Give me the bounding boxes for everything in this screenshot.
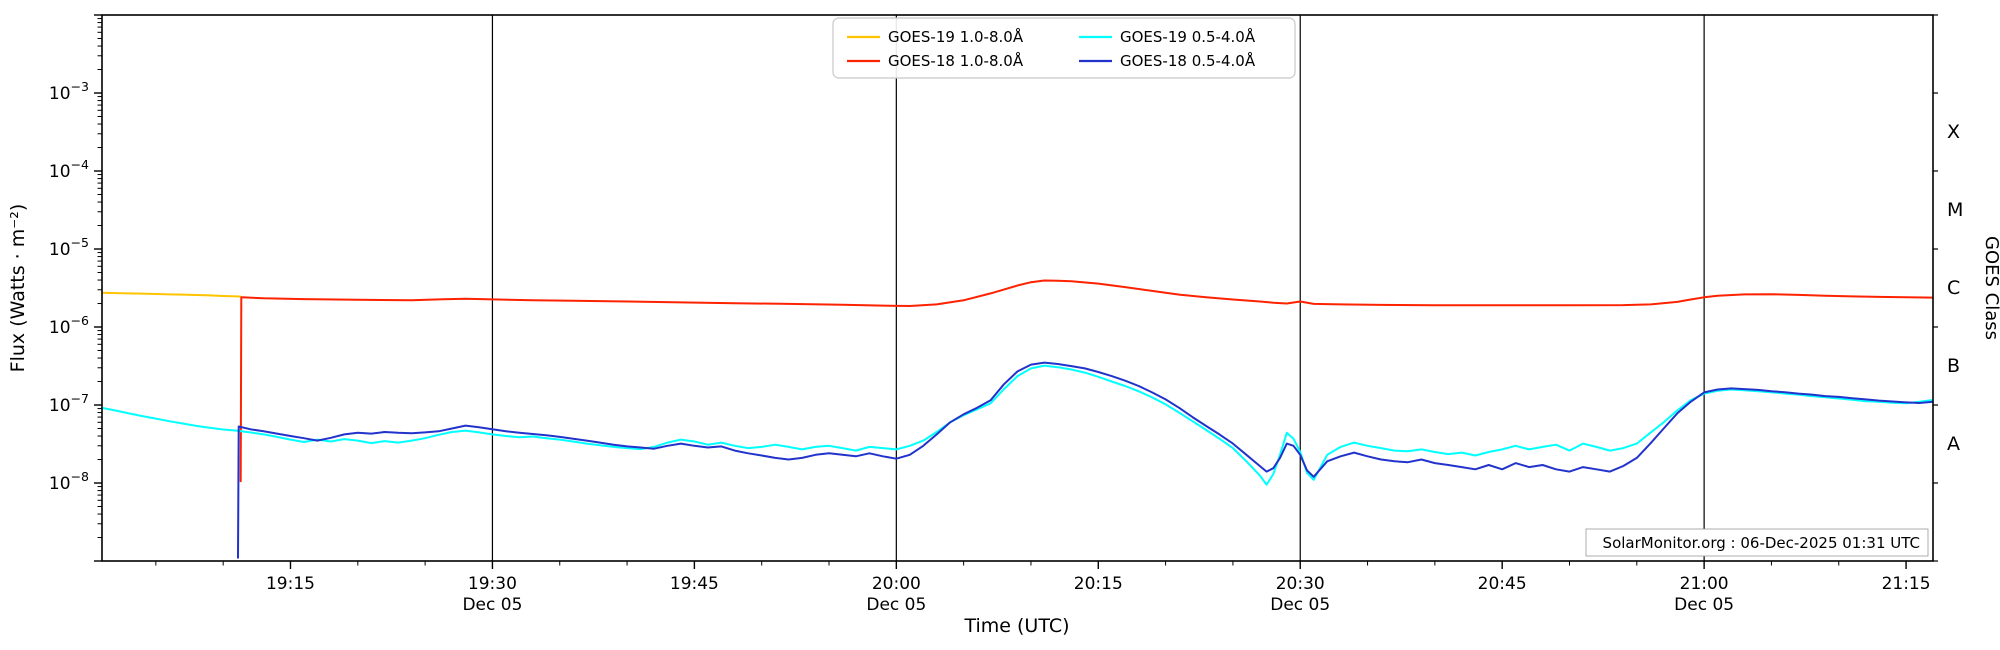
y-tick-label: 10−3: [49, 79, 89, 104]
x-tick-label: 20:30: [1276, 574, 1325, 594]
plot-border: [101, 14, 1934, 562]
goes-class-letter-b: B: [1947, 355, 1960, 377]
x-tick-label: 21:00: [1680, 574, 1729, 594]
watermark-box: [1585, 528, 1929, 557]
x-tick-sublabel: Dec 05: [1270, 595, 1330, 615]
legend: GOES-19 1.0-8.0Å GOES-18 1.0-8.0Å GOES-19 …: [832, 17, 1296, 79]
x-tick-label: 19:15: [266, 574, 315, 594]
x-axis-label: Time (UTC): [963, 615, 1069, 637]
watermark-text: SolarMonitor.org : 06-Dec-2025 01:31 UTC: [1603, 534, 1920, 552]
goes-class-letter-a: A: [1947, 433, 1960, 455]
series-line-goes-18-0-5-4-0: [237, 361, 1933, 559]
series-line-goes-19-1-0-8-0: [102, 291, 242, 298]
legend-label-goes-19-1-0-8-0: GOES-19 1.0-8.0Å: [888, 27, 1024, 46]
legend-box: [832, 17, 1296, 79]
goes-class-letter-c: C: [1947, 277, 1960, 299]
x-tick-sublabel: Dec 05: [462, 595, 522, 615]
x-tick-label: 20:00: [872, 574, 921, 594]
y-tick-label: 10−7: [49, 391, 89, 416]
y-axis-right-label: GOES Class: [1981, 236, 2000, 340]
y-tick-label: 10−5: [49, 235, 89, 260]
y-tick-label: 10−4: [49, 157, 89, 182]
y-tick-label: 10−8: [49, 469, 89, 494]
x-tick-label: 20:45: [1478, 574, 1527, 594]
x-tick-sublabel: Dec 05: [866, 595, 926, 615]
y-tick-label: 10−6: [49, 313, 89, 338]
legend-label-goes-18-0-5-4-0: GOES-18 0.5-4.0Å: [1120, 51, 1256, 70]
x-tick-label: 19:45: [670, 574, 719, 594]
legend-label-goes-19-0-5-4-0: GOES-19 0.5-4.0Å: [1120, 27, 1256, 46]
x-tick-label: 21:15: [1882, 574, 1931, 594]
series-line-goes-18-1-0-8-0: [239, 279, 1933, 483]
series-group: [102, 279, 1933, 559]
goes-class-letter-m: M: [1947, 199, 1963, 221]
legend-label-goes-18-1-0-8-0: GOES-18 1.0-8.0Å: [888, 51, 1024, 70]
goes-class-letter-x: X: [1947, 121, 1960, 143]
plot-area: [102, 15, 1933, 561]
x-tick-label: 19:30: [468, 574, 517, 594]
series-line-goes-19-0-5-4-0: [102, 364, 1933, 486]
x-tick-label: 20:15: [1074, 574, 1123, 594]
watermark: SolarMonitor.org : 06-Dec-2025 01:31 UTC: [1585, 528, 1929, 557]
x-tick-sublabel: Dec 05: [1674, 595, 1734, 615]
y-axis-label: Flux (Watts · m⁻²): [7, 204, 29, 373]
